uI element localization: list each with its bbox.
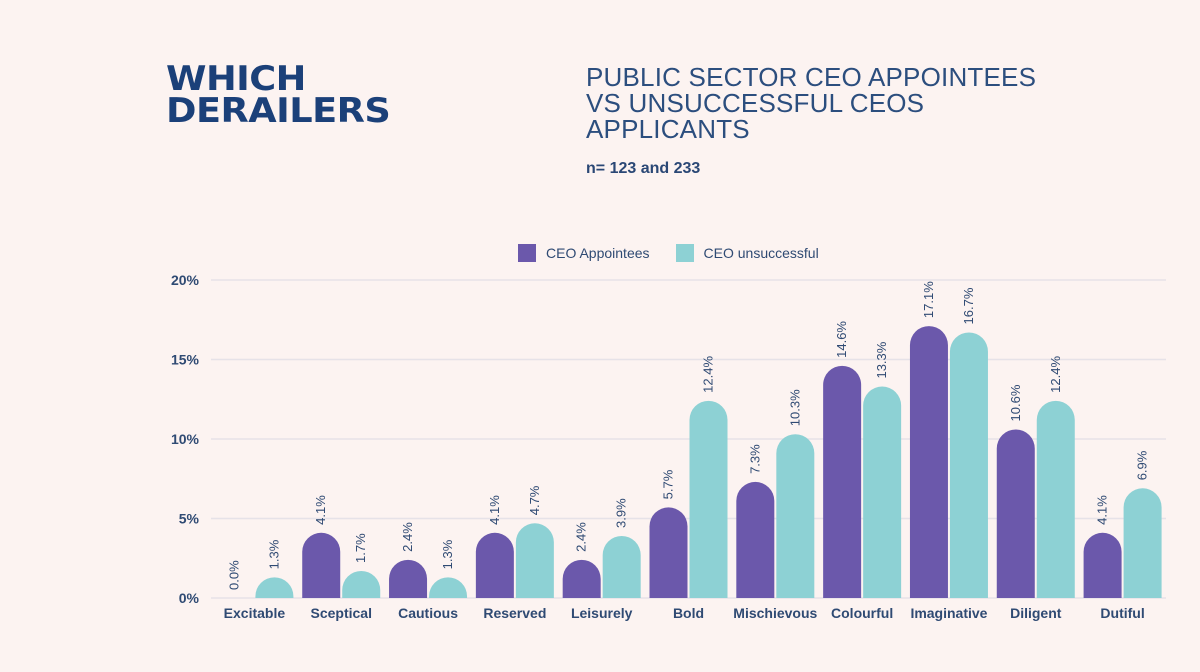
bar-unsuccessful [776, 434, 815, 598]
bar-appointees [823, 365, 862, 598]
bar-appointees [1083, 532, 1122, 598]
data-label: 17.1% [921, 281, 936, 318]
y-tick-label: 10% [171, 431, 200, 447]
data-labels: 0.0% 1.3% 4.1% 1.7% 2.4% 1.3% 4.1% 4.7% 2.4% 3.9%… [226, 281, 1149, 590]
legend-item-appointees: CEO Appointees [518, 244, 650, 262]
chart-title-line-2: VS UNSUCCESSFUL CEOS [586, 88, 925, 118]
data-label: 4.1% [313, 495, 328, 525]
y-tick-label: 0% [179, 590, 200, 606]
sample-size-note: n= 123 and 233 [586, 160, 701, 177]
bar-unsuccessful [949, 332, 988, 598]
bar-appointees [389, 559, 428, 598]
legend-swatch-appointees [518, 244, 536, 262]
x-category-label: Reserved [483, 605, 546, 621]
x-category-label: Cautious [398, 605, 458, 621]
bar-appointees [909, 326, 948, 598]
headline-line-2: DERAILERS [166, 91, 391, 131]
data-label: 6.9% [1135, 450, 1150, 480]
x-category-label: Leisurely [571, 605, 633, 621]
data-label: 4.7% [527, 485, 542, 515]
data-label: 1.3% [440, 539, 455, 569]
bar-appointees [562, 559, 601, 598]
y-tick-label: 5% [179, 511, 200, 527]
y-tick-label: 15% [171, 352, 200, 368]
headline: WHICH DERAILERS [166, 59, 391, 131]
data-label: 13.3% [874, 341, 889, 378]
bar-unsuccessful [689, 400, 728, 598]
bar-appointees [302, 532, 341, 598]
data-label: 2.4% [400, 522, 415, 552]
x-category-label: Sceptical [310, 605, 371, 621]
bar-appointees [996, 429, 1035, 598]
x-axis-categories: Excitable Sceptical Cautious Reserved Leisur… [224, 605, 1145, 621]
bar-unsuccessful [429, 577, 468, 598]
bar-unsuccessful [602, 535, 641, 598]
chart-title-line-1: PUBLIC SECTOR CEO APPOINTEES [586, 62, 1037, 92]
bar-appointees [736, 481, 775, 598]
data-label: 4.1% [1095, 495, 1110, 525]
data-label: 14.6% [834, 321, 849, 358]
legend-swatch-unsuccessful [675, 244, 694, 262]
bar-appointees [475, 532, 514, 598]
bar-appointees [649, 507, 688, 598]
legend-label-unsuccessful: CEO unsuccessful [703, 245, 819, 261]
data-label: 12.4% [1048, 356, 1063, 393]
bar-unsuccessful [1036, 400, 1075, 598]
x-category-label: Mischievous [733, 605, 817, 621]
data-label: 2.4% [574, 522, 589, 552]
bar-unsuccessful [342, 570, 381, 598]
data-label: 1.7% [353, 533, 368, 563]
x-category-label: Diligent [1010, 605, 1062, 621]
chart-title-line-3: APPLICANTS [586, 114, 750, 144]
data-label: 16.7% [961, 287, 976, 324]
data-label: 0.0% [226, 560, 241, 590]
bar-unsuccessful [1123, 488, 1162, 598]
legend-item-unsuccessful: CEO unsuccessful [675, 244, 819, 262]
x-category-label: Imaginative [910, 605, 987, 621]
data-label: 10.3% [787, 389, 802, 426]
bar-unsuccessful [255, 577, 294, 598]
headline-line-1: WHICH [166, 59, 306, 99]
bar-unsuccessful [515, 523, 554, 598]
data-label: 1.3% [266, 539, 281, 569]
chart-title: PUBLIC SECTOR CEO APPOINTEES VS UNSUCCES… [586, 64, 1036, 142]
bars [255, 326, 1162, 598]
y-axis-ticks: 0% 5% 10% 15% 20% [171, 272, 200, 606]
chart-legend: CEO Appointees CEO unsuccessful [518, 244, 845, 262]
data-label: 7.3% [747, 444, 762, 474]
data-label: 4.1% [487, 495, 502, 525]
data-label: 12.4% [701, 356, 716, 393]
data-label: 3.9% [614, 498, 629, 528]
data-label: 10.6% [1008, 384, 1023, 421]
x-category-label: Excitable [224, 605, 286, 621]
y-tick-label: 20% [171, 272, 200, 288]
x-category-label: Dutiful [1100, 605, 1144, 621]
legend-label-appointees: CEO Appointees [546, 245, 650, 261]
x-category-label: Colourful [831, 605, 893, 621]
bar-unsuccessful [863, 386, 902, 598]
data-label: 5.7% [661, 469, 676, 499]
x-category-label: Bold [673, 605, 704, 621]
